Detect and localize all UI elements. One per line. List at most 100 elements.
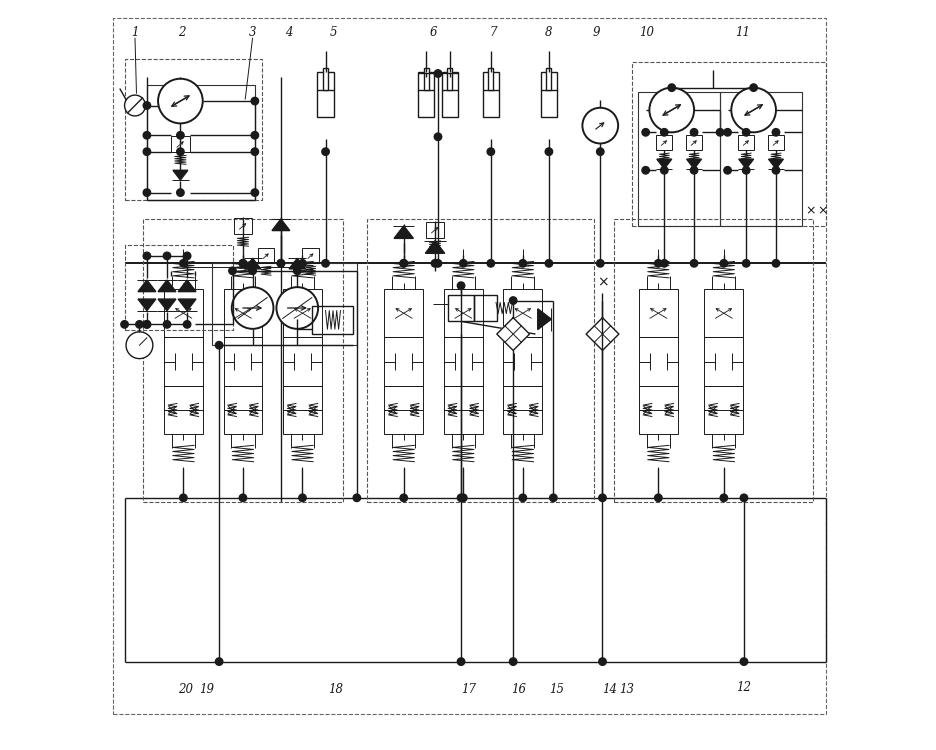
Circle shape — [771, 128, 779, 136]
Bar — [613, 219, 812, 502]
Bar — [366, 219, 592, 502]
Bar — [638, 386, 677, 434]
Bar — [423, 68, 428, 90]
Circle shape — [121, 321, 128, 328]
Text: 16: 16 — [511, 682, 526, 696]
Polygon shape — [178, 280, 196, 292]
Circle shape — [598, 494, 606, 502]
Circle shape — [353, 494, 360, 502]
Circle shape — [660, 166, 667, 174]
Bar — [171, 136, 189, 152]
Bar — [447, 68, 452, 90]
Bar — [384, 289, 423, 338]
Circle shape — [163, 252, 170, 260]
Circle shape — [720, 260, 726, 267]
Circle shape — [649, 88, 694, 132]
Polygon shape — [537, 309, 550, 329]
Circle shape — [519, 494, 526, 502]
Text: ×: × — [805, 205, 815, 218]
Bar — [384, 338, 423, 386]
Circle shape — [143, 148, 151, 155]
Text: 9: 9 — [592, 26, 600, 39]
Bar — [164, 338, 202, 386]
Circle shape — [582, 108, 618, 143]
Circle shape — [143, 131, 151, 139]
Circle shape — [724, 166, 730, 174]
Bar — [257, 248, 274, 263]
Bar — [546, 68, 550, 90]
Circle shape — [276, 287, 318, 328]
Bar — [638, 289, 677, 338]
Circle shape — [321, 148, 329, 155]
Circle shape — [126, 332, 153, 358]
Polygon shape — [289, 258, 305, 269]
Circle shape — [299, 260, 306, 267]
Bar — [224, 338, 262, 386]
Text: 15: 15 — [548, 682, 563, 696]
Bar — [720, 92, 801, 226]
Circle shape — [549, 494, 557, 502]
Circle shape — [654, 260, 662, 267]
Circle shape — [690, 260, 697, 267]
Circle shape — [596, 148, 604, 155]
Text: 14: 14 — [602, 682, 617, 696]
Bar — [224, 386, 262, 434]
Bar — [503, 338, 542, 386]
Circle shape — [143, 321, 151, 328]
Circle shape — [249, 267, 256, 274]
Polygon shape — [394, 226, 413, 238]
Text: 19: 19 — [198, 682, 213, 696]
Circle shape — [457, 658, 464, 665]
Circle shape — [400, 494, 407, 502]
Circle shape — [487, 148, 494, 155]
Circle shape — [487, 260, 494, 267]
Bar — [317, 72, 333, 117]
Circle shape — [251, 148, 258, 155]
Circle shape — [641, 128, 649, 136]
Circle shape — [741, 260, 749, 267]
Circle shape — [459, 494, 466, 502]
Circle shape — [143, 102, 151, 110]
Circle shape — [400, 260, 407, 267]
Bar — [233, 218, 252, 234]
Bar — [384, 386, 423, 434]
Bar — [441, 72, 458, 117]
Circle shape — [143, 252, 151, 260]
Circle shape — [749, 84, 756, 92]
Bar — [704, 289, 742, 338]
Bar — [540, 72, 557, 117]
Circle shape — [183, 252, 191, 260]
Text: 8: 8 — [545, 26, 552, 39]
Bar — [164, 289, 202, 338]
Text: 3: 3 — [249, 26, 256, 39]
Circle shape — [177, 131, 184, 139]
Circle shape — [251, 98, 258, 105]
Polygon shape — [656, 159, 671, 169]
Text: 11: 11 — [734, 26, 749, 39]
Circle shape — [739, 658, 747, 665]
Bar — [447, 295, 474, 322]
Circle shape — [660, 128, 667, 136]
Bar — [425, 222, 444, 238]
Circle shape — [771, 260, 779, 267]
Bar — [212, 263, 357, 345]
Circle shape — [251, 189, 258, 196]
Circle shape — [215, 658, 223, 665]
Text: 20: 20 — [178, 682, 193, 696]
Text: 10: 10 — [639, 26, 654, 39]
Circle shape — [720, 494, 726, 502]
Circle shape — [180, 494, 187, 502]
Circle shape — [239, 494, 246, 502]
Circle shape — [136, 321, 143, 328]
Circle shape — [741, 166, 749, 174]
Text: ×: × — [816, 205, 826, 218]
Text: 17: 17 — [461, 682, 475, 696]
Circle shape — [690, 128, 697, 136]
Bar — [632, 62, 825, 226]
Circle shape — [667, 84, 675, 92]
Text: 13: 13 — [618, 682, 633, 696]
Bar — [685, 135, 701, 150]
Bar — [224, 289, 262, 338]
Text: 4: 4 — [285, 26, 292, 39]
Bar — [312, 306, 353, 334]
